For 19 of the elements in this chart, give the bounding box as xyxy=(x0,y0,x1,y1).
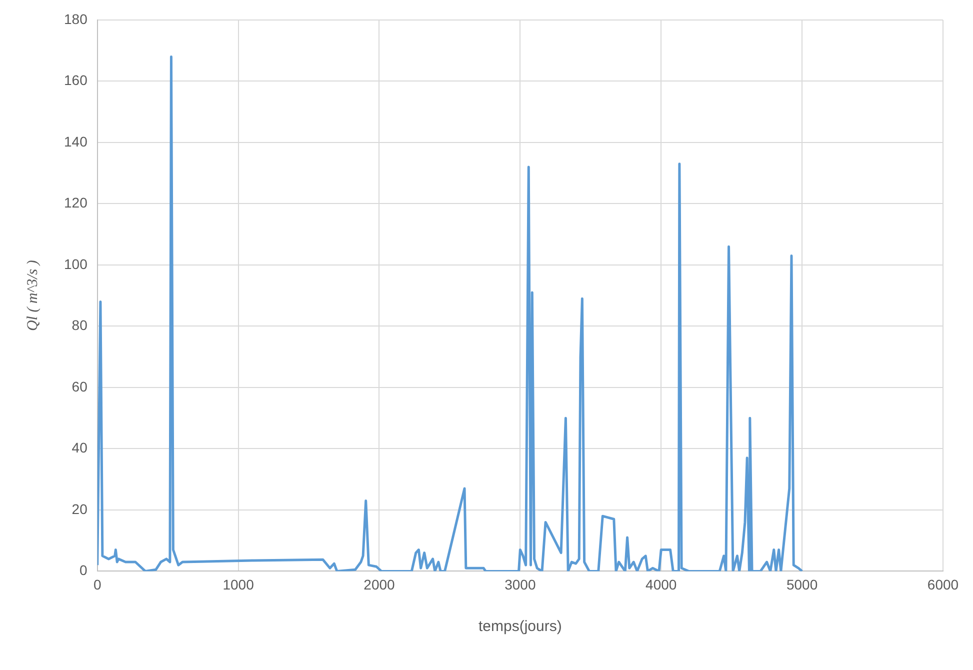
y-tick-label: 180 xyxy=(64,10,88,27)
y-tick-label: 160 xyxy=(64,72,88,88)
y-tick-label: 120 xyxy=(64,194,88,211)
x-tick-label: 0 xyxy=(93,576,102,592)
x-tick-label: 5000 xyxy=(786,576,818,592)
y-tick-label: 100 xyxy=(64,256,88,272)
y-tick-label: 20 xyxy=(72,500,88,517)
y-axis-title: Ql ( m^3/s ) xyxy=(24,260,41,332)
x-tick-label: 4000 xyxy=(646,576,677,592)
y-tick-label: 60 xyxy=(72,378,88,394)
y-tick-label: 80 xyxy=(72,317,88,334)
y-tick-label: 40 xyxy=(72,440,88,456)
y-tick-label: 0 xyxy=(80,562,88,578)
x-tick-label: 1000 xyxy=(222,576,254,592)
x-axis-title: temps(jours) xyxy=(478,618,562,636)
x-tick-label: 6000 xyxy=(927,576,959,592)
x-tick-label: 3000 xyxy=(504,576,536,592)
x-tick-label: 2000 xyxy=(364,576,396,592)
y-tick-label: 140 xyxy=(64,133,88,150)
